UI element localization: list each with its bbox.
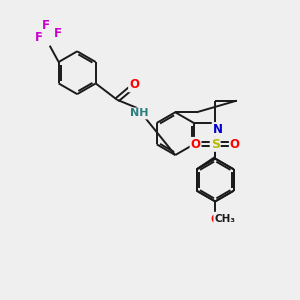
Text: F: F — [34, 31, 42, 44]
Text: O: O — [210, 213, 220, 226]
Text: CH₃: CH₃ — [214, 214, 235, 224]
Text: O: O — [230, 138, 240, 151]
Text: N: N — [213, 123, 223, 136]
Text: S: S — [211, 138, 220, 151]
Text: O: O — [190, 138, 201, 151]
Text: F: F — [42, 19, 50, 32]
Text: F: F — [54, 27, 62, 40]
Text: O: O — [129, 78, 139, 92]
Text: NH: NH — [130, 108, 148, 118]
